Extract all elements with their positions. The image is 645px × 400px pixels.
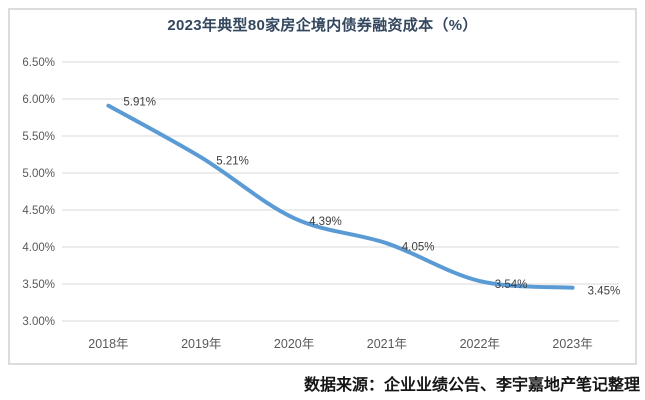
y-tick-label: 3.50% — [22, 279, 55, 291]
chart-card: 6.50% 6.00% 5.50% 5.00% 4.50% 4.00% 3.50% 3.00%… — [8, 8, 637, 365]
line-chart-plot: 6.50% 6.00% 5.50% 5.00% 4.50% 4.00% 3.50% 3.00%… — [22, 57, 621, 351]
y-tick-label: 4.00% — [22, 242, 55, 254]
source-note: 数据来源：企业业绩公告、李宇嘉地产笔记整理 — [303, 377, 640, 394]
data-label: 4.39% — [309, 216, 342, 228]
y-tick-label: 6.00% — [22, 94, 55, 106]
x-tick-label: 2020年 — [274, 337, 314, 351]
x-tick-label: 2018年 — [88, 337, 128, 351]
y-tick-label: 4.50% — [22, 205, 55, 217]
chart-title: 2023年典型80家房企境内债券融资成本（%） — [167, 17, 478, 34]
x-tick-label: 2023年 — [552, 337, 592, 351]
y-tick-label: 5.50% — [22, 131, 55, 143]
data-label: 3.45% — [588, 286, 621, 298]
y-tick-label: 3.00% — [22, 316, 55, 328]
x-tick-label: 2022年 — [460, 337, 500, 351]
data-label: 5.91% — [123, 97, 156, 109]
x-tick-label: 2021年 — [367, 337, 407, 351]
data-label: 3.54% — [495, 279, 528, 291]
x-tick-label: 2019年 — [181, 337, 221, 351]
y-tick-label: 5.00% — [22, 168, 55, 180]
data-label: 4.05% — [402, 241, 435, 253]
y-tick-label: 6.50% — [22, 57, 55, 69]
data-label: 5.21% — [216, 155, 249, 167]
trend-line — [106, 103, 575, 290]
